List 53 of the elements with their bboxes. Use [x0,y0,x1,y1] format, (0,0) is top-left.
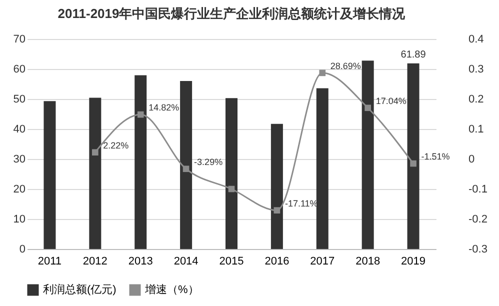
point [182,166,190,172]
chart-title: 2011-2019年中国民爆行业生产企业利润总额统计及增长情况 [58,6,406,21]
y2-tick-label: -0.2 [468,214,488,226]
x-tick-label: 2014 [174,256,198,268]
y2-tick-label: 0.2 [468,94,484,106]
x-tick-label: 2013 [128,256,153,268]
data-label: 28.69% [330,60,361,71]
legend-label: 利润总额(亿元) [43,283,116,296]
point [274,207,280,214]
point [410,160,416,167]
bar [44,101,56,249]
x-tick-label: 2019 [401,256,426,268]
bar [362,60,374,249]
y2-tick-label: 0.1 [468,124,484,136]
bar [270,124,283,249]
bar [89,98,102,249]
y-tick-label: 20 [13,184,26,196]
y2-tick-label: -0.3 [468,244,488,256]
data-label: 17.04% [376,96,406,106]
bar [316,88,328,249]
y2-tick-label: -0.1 [468,184,488,196]
point [364,104,371,112]
y2-tick-label: 0.3 [468,64,484,76]
point [137,111,144,118]
x-tick-label: 2018 [356,256,380,268]
point [319,70,326,76]
data-label: 14.82% [148,102,180,113]
y-tick-label: 70 [13,34,26,46]
x-tick-label: 2017 [310,256,335,268]
y2-tick-label: 0.4 [468,34,484,46]
bar [226,98,238,249]
data-label: -3.29% [194,156,223,167]
data-label: 2.22% [103,140,129,150]
bar [407,63,420,249]
data-label: -1.51% [421,152,450,162]
x-tick-label: 2015 [219,256,244,268]
bar [134,75,147,249]
data-label: 61.89 [400,49,426,60]
point [92,149,98,156]
x-tick-label: 2011 [38,256,62,268]
data-label: -17.11% [284,198,318,208]
y-tick-label: 60 [13,64,26,76]
x-tick-label: 2012 [82,256,108,268]
y-tick-label: 40 [13,124,26,136]
y-tick-label: 50 [13,94,26,106]
legend-label: 增速（%） [144,283,199,296]
y-tick-label: 30 [13,154,26,166]
y2-tick-label: 0 [468,154,475,166]
x-tick-label: 2016 [264,256,290,268]
bar [180,81,192,249]
y-tick-label: 10 [13,214,26,226]
point [228,186,235,192]
y-tick-label: 0 [19,244,26,256]
